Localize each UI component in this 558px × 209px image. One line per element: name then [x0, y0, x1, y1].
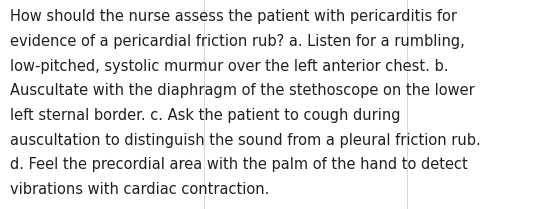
Text: auscultation to distinguish the sound from a pleural friction rub.: auscultation to distinguish the sound fr…	[10, 133, 481, 148]
Text: Auscultate with the diaphragm of the stethoscope on the lower: Auscultate with the diaphragm of the ste…	[10, 83, 475, 98]
Text: evidence of a pericardial friction rub? a. Listen for a rumbling,: evidence of a pericardial friction rub? …	[10, 34, 465, 49]
Text: vibrations with cardiac contraction.: vibrations with cardiac contraction.	[10, 182, 270, 197]
Text: left sternal border. c. Ask the patient to cough during: left sternal border. c. Ask the patient …	[10, 108, 401, 123]
Text: d. Feel the precordial area with the palm of the hand to detect: d. Feel the precordial area with the pal…	[10, 157, 468, 172]
Text: How should the nurse assess the patient with pericarditis for: How should the nurse assess the patient …	[10, 9, 457, 24]
Text: low-pitched, systolic murmur over the left anterior chest. b.: low-pitched, systolic murmur over the le…	[10, 59, 449, 74]
